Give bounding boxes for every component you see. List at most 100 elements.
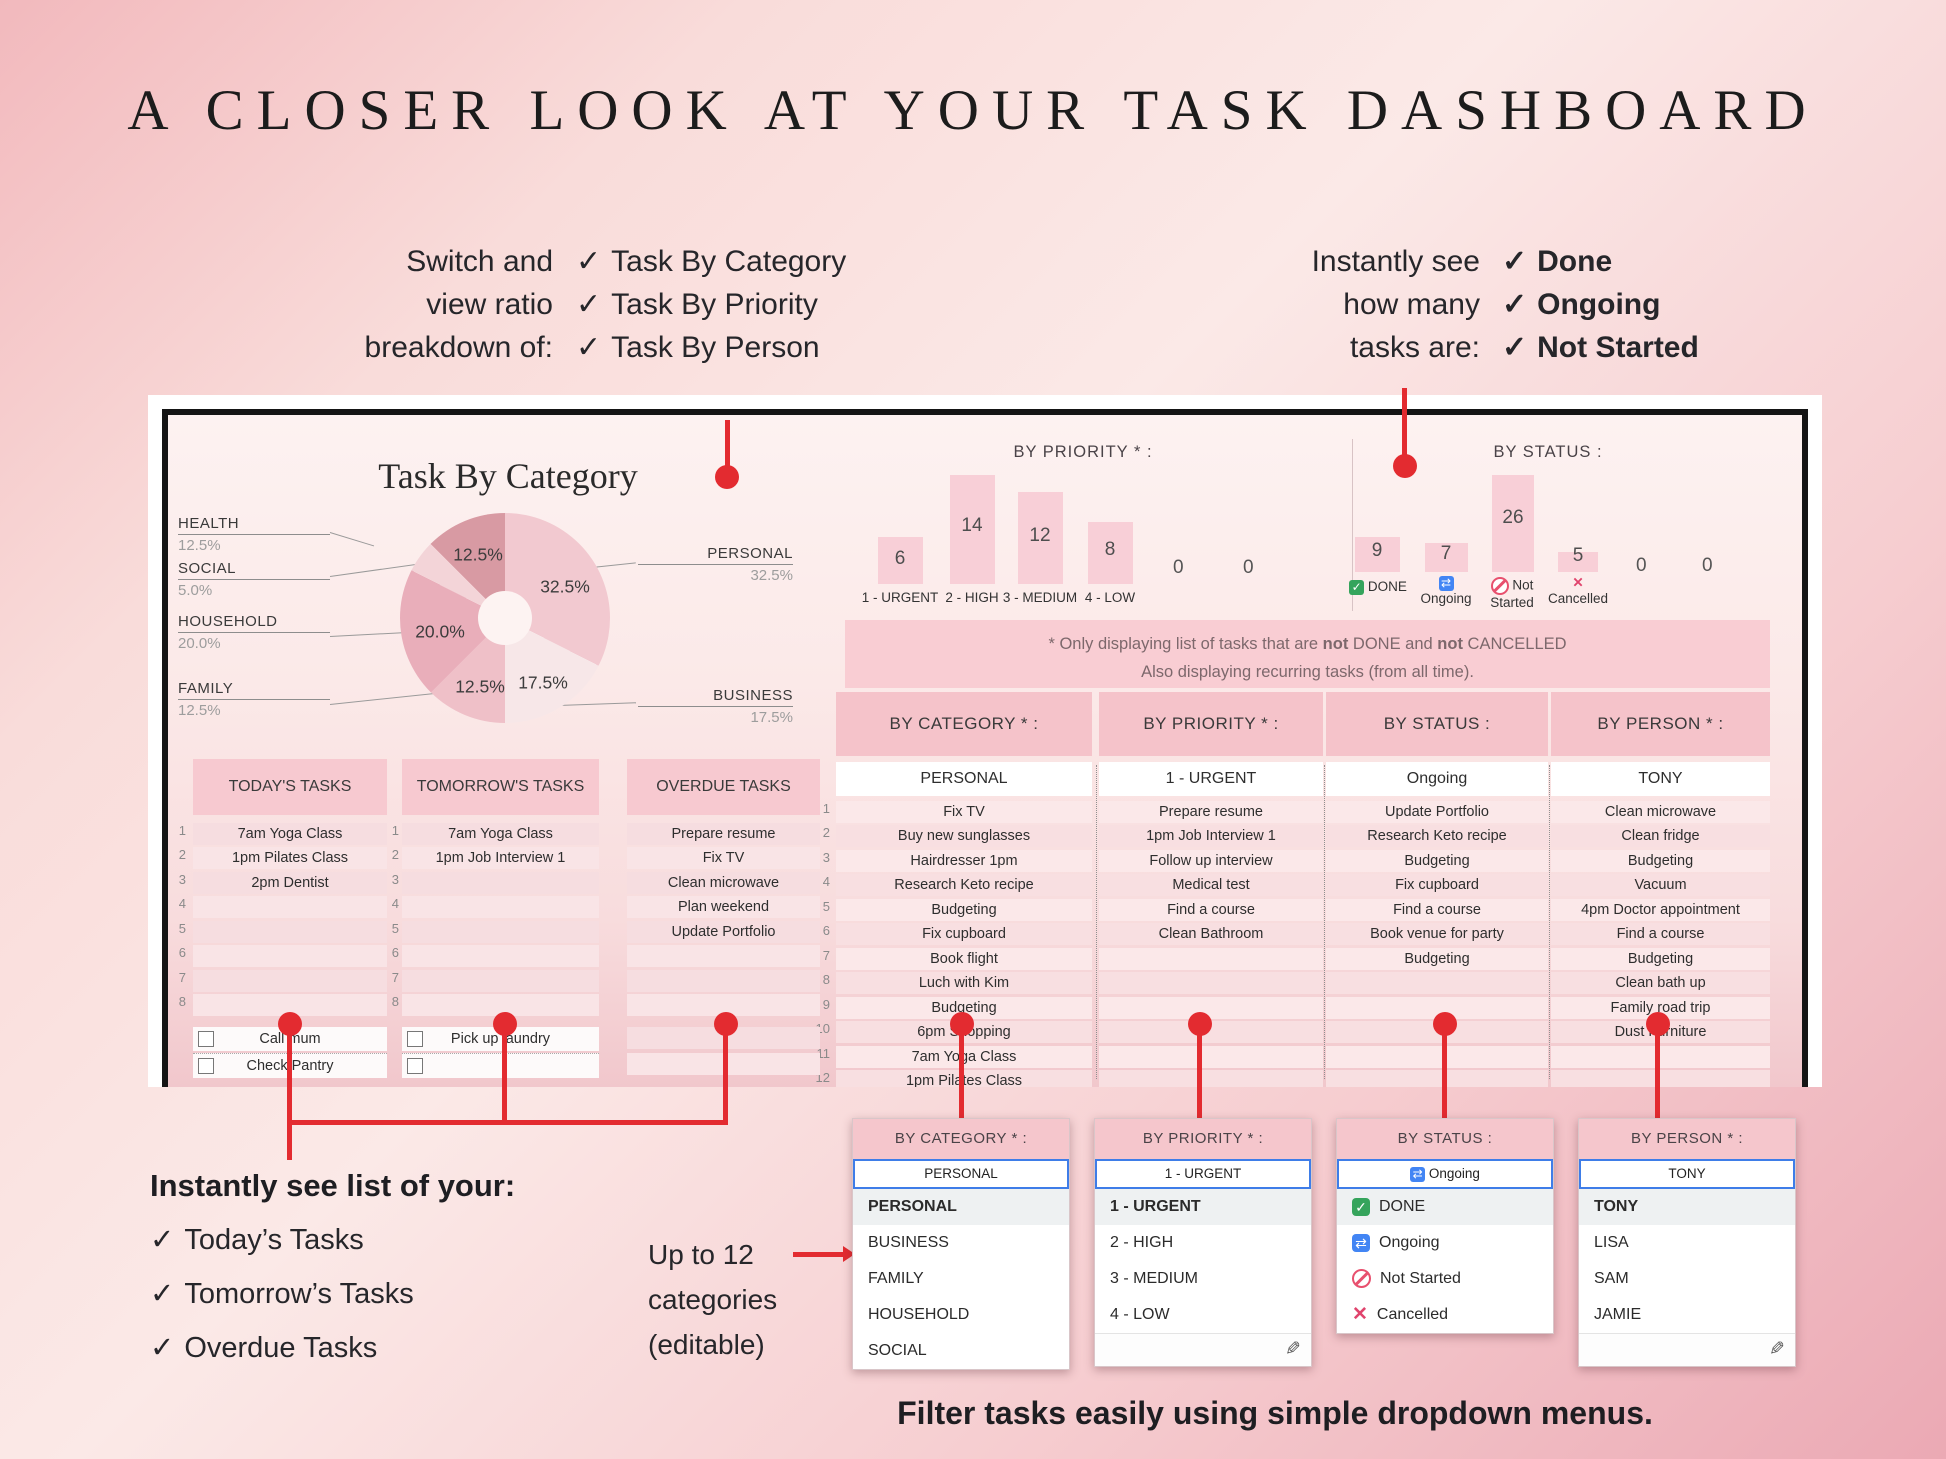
dropdown-option[interactable]: JAMIE xyxy=(1579,1297,1795,1333)
annotation-item: ✓ Overdue Tasks xyxy=(150,1332,378,1364)
slice-label-business: 17.5% xyxy=(518,672,568,693)
table-header-category: BY CATEGORY * : xyxy=(836,692,1092,756)
annotation-item: ✓ Task By Person xyxy=(576,326,846,369)
list-row-number: 8 xyxy=(391,994,399,1009)
annotation-line xyxy=(725,420,730,468)
annotation-item: ✓ Not Started xyxy=(1502,326,1699,369)
dropdown-selected-cell[interactable]: ⇄ Ongoing xyxy=(1337,1159,1553,1189)
dropdown-option[interactable]: LISA xyxy=(1579,1225,1795,1261)
annotation-item: ✓ Ongoing xyxy=(1502,283,1699,326)
dropdown-selected-cell[interactable]: PERSONAL xyxy=(853,1159,1069,1189)
list-row-number: 6 xyxy=(391,945,399,960)
annotation-line xyxy=(287,1024,292,1125)
check-icon: ✓ xyxy=(1502,331,1528,364)
slice-label-family: 12.5% xyxy=(455,676,505,697)
checkbox[interactable] xyxy=(407,1031,423,1047)
overdue-task xyxy=(627,970,820,992)
table-row: 3 Hairdresser 1pm Follow up interview Bu… xyxy=(168,850,1802,872)
annotation-line xyxy=(287,1120,728,1125)
status-annotation-label: Instantly see how many tasks are: xyxy=(1311,245,1480,364)
filter-annotation: Filter tasks easily using simple dropdow… xyxy=(897,1395,1653,1431)
annotation-line xyxy=(1655,1024,1660,1118)
table-row: 1 Fix TV Prepare resume Update Portfolio… xyxy=(168,801,1802,823)
donut-label-social: SOCIAL 5.0% xyxy=(178,560,330,599)
priority-bar-high xyxy=(950,475,995,584)
annotation-line xyxy=(287,1120,292,1160)
dropdown-option[interactable]: 2 - HIGH xyxy=(1095,1225,1311,1261)
overdue-task: Clean microwave xyxy=(627,872,820,894)
dropdown-option[interactable]: HOUSEHOLD xyxy=(853,1297,1069,1333)
tomorrow-task xyxy=(402,921,599,943)
status-bar-done xyxy=(1355,537,1400,572)
annotation-line xyxy=(959,1024,964,1118)
column-divider xyxy=(1549,765,1550,1079)
dropdown-option[interactable]: FAMILY xyxy=(853,1261,1069,1297)
checkbox[interactable] xyxy=(407,1058,423,1074)
table-row: 8 Luch with Kim Clean bath up xyxy=(168,972,1802,994)
pencil-icon[interactable]: ✎ xyxy=(1285,1339,1301,1360)
dropdown-option[interactable]: 4 - LOW xyxy=(1095,1297,1311,1333)
checkbox[interactable] xyxy=(198,1031,214,1047)
dropdown-option[interactable]: ✕ Cancelled xyxy=(1337,1297,1553,1333)
table-header-priority: BY PRIORITY * : xyxy=(1099,692,1323,756)
dropdown-person: BY PERSON * : TONY TONY LISA SAM JAMIE ✎ xyxy=(1578,1118,1796,1367)
tomorrow-task xyxy=(402,945,599,967)
status-bar-notstarted xyxy=(1492,475,1534,572)
list-row-number: 4 xyxy=(178,896,186,911)
annotation-line xyxy=(1197,1024,1202,1118)
annotation-item: ✓ Done xyxy=(1502,240,1699,283)
tomorrow-tasks-header: TOMORROW'S TASKS xyxy=(402,759,599,815)
slice-label-personal: 32.5% xyxy=(540,576,590,597)
donut-label-personal: PERSONAL 32.5% xyxy=(638,545,793,584)
status-bar-ongoing xyxy=(1425,543,1468,572)
check-icon: ✓ xyxy=(576,245,602,278)
filter-selected-category[interactable]: PERSONAL xyxy=(836,762,1092,796)
status-axis-done: ✓ DONE xyxy=(1328,579,1428,595)
dropdown-header: BY PERSON * : xyxy=(1579,1119,1795,1159)
column-divider xyxy=(1096,765,1097,1079)
pencil-icon[interactable]: ✎ xyxy=(1769,1339,1785,1360)
dropdown-category: BY CATEGORY * : PERSONAL PERSONAL BUSINE… xyxy=(852,1118,1070,1370)
dropdown-option[interactable]: 1 - URGENT xyxy=(1095,1189,1311,1225)
dashboard-screenshot: Task By Category HEALTH 12.5% SOCIAL 5.0… xyxy=(148,395,1822,1087)
annotation-dot xyxy=(1393,454,1417,478)
dropdown-option[interactable]: 3 - MEDIUM xyxy=(1095,1261,1311,1297)
donut-label-health: HEALTH 12.5% xyxy=(178,515,330,554)
annotation-item: ✓ Task By Priority xyxy=(576,283,846,326)
check-icon: ✓ xyxy=(1502,288,1528,321)
dropdown-option[interactable]: SOCIAL xyxy=(853,1333,1069,1369)
dropdown-option[interactable]: TONY xyxy=(1579,1189,1795,1225)
annotation-dot xyxy=(715,465,739,489)
dropdown-option[interactable]: ✓ DONE xyxy=(1337,1189,1553,1225)
filter-selected-status[interactable]: Ongoing xyxy=(1326,762,1548,796)
dropdown-option[interactable]: BUSINESS xyxy=(853,1225,1069,1261)
tomorrow-task xyxy=(402,896,599,918)
dropdown-option[interactable]: ⇄ Ongoing xyxy=(1337,1225,1553,1261)
priority-bar-low xyxy=(1088,522,1133,584)
dropdown-footer: ✎ xyxy=(1579,1333,1795,1366)
today-task: 2pm Dentist xyxy=(193,872,387,894)
filter-selected-person[interactable]: TONY xyxy=(1551,762,1770,796)
chart-divider xyxy=(1352,439,1353,611)
status-axis-notstarted: Not Started xyxy=(1490,577,1534,610)
dropdown-selected-cell[interactable]: TONY xyxy=(1579,1159,1795,1189)
leader-line xyxy=(591,562,636,568)
bar-value: 7 xyxy=(1440,543,1452,564)
table-header-person: BY PERSON * : xyxy=(1551,692,1770,756)
annotation-item: ✓ Tomorrow’s Tasks xyxy=(150,1278,414,1310)
dropdown-option[interactable]: Not Started xyxy=(1337,1261,1553,1297)
checkbox[interactable] xyxy=(198,1058,214,1074)
dropdown-option[interactable]: PERSONAL xyxy=(853,1189,1069,1225)
category-donut-chart: 12.5% 32.5% 20.0% 17.5% 12.5% xyxy=(400,513,610,723)
dropdown-priority: BY PRIORITY * : 1 - URGENT 1 - URGENT 2 … xyxy=(1094,1118,1312,1367)
ongoing-icon: ⇄ xyxy=(1352,1233,1370,1252)
dropdown-selected-cell[interactable]: 1 - URGENT xyxy=(1095,1159,1311,1189)
list-row-number: 3 xyxy=(391,872,399,887)
dropdown-header: BY CATEGORY * : xyxy=(853,1119,1069,1159)
filter-selected-priority[interactable]: 1 - URGENT xyxy=(1099,762,1323,796)
dropdown-option[interactable]: SAM xyxy=(1579,1261,1795,1297)
ongoing-icon: ⇄ xyxy=(1438,575,1454,591)
table-row: 7 Book flight Budgeting Budgeting xyxy=(168,948,1802,970)
leader-line xyxy=(329,532,375,547)
bar-zero: 0 xyxy=(1636,555,1647,576)
